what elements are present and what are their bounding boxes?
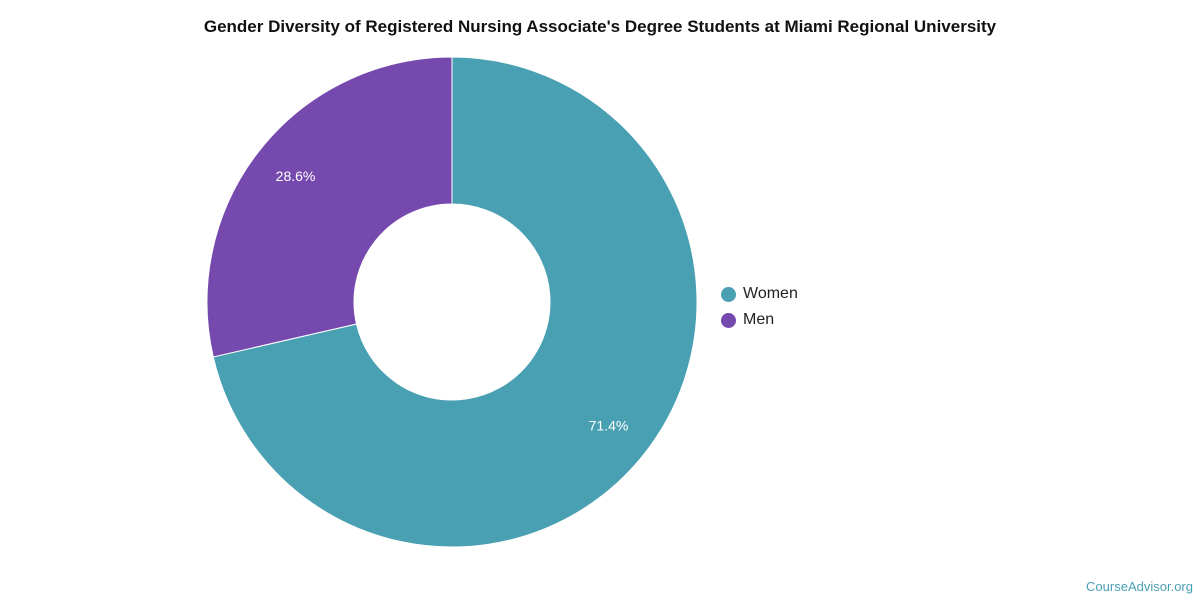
donut-slice-labels: 71.4% 28.6% (276, 168, 629, 433)
slice-label-men: 28.6% (276, 168, 316, 184)
legend-item-men[interactable]: Men (721, 307, 798, 333)
slice-women[interactable] (212, 56, 698, 548)
legend-swatch-women (721, 286, 736, 302)
legend: Women Men (721, 281, 798, 333)
watermark[interactable]: CourseAdvisor.org (1086, 579, 1193, 594)
legend-label-men: Men (743, 311, 775, 328)
legend-swatch-men (721, 312, 736, 328)
slice-label-women: 71.4% (589, 417, 629, 433)
chart-title: Gender Diversity of Registered Nursing A… (203, 17, 997, 36)
donut-slices (206, 56, 698, 548)
legend-item-women[interactable]: Women (721, 281, 798, 307)
legend-label-women: Women (743, 285, 798, 302)
slice-men[interactable] (206, 56, 453, 358)
